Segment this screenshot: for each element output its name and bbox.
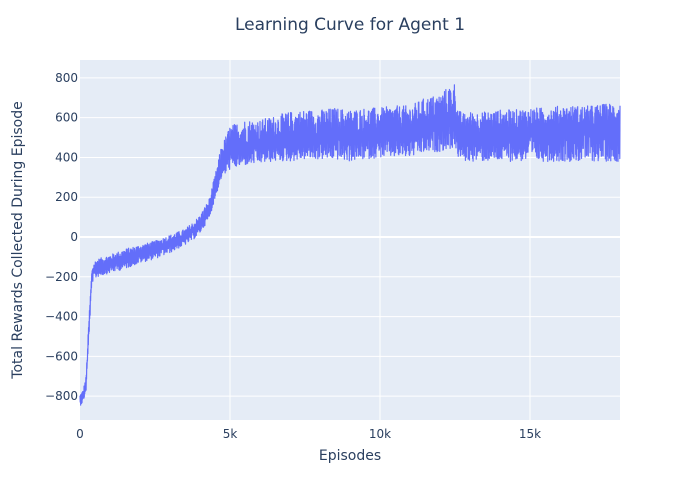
y-tick-label: −200 [45, 270, 78, 284]
x-tick-label: 15k [519, 427, 541, 441]
y-tick-label: 0 [70, 230, 78, 244]
y-tick-label: −400 [45, 310, 78, 324]
y-axis-ticks: 800 600 400 200 0 −200 −400 −600 −800 [45, 71, 78, 403]
y-tick-label: −800 [45, 389, 78, 403]
y-tick-label: −600 [45, 349, 78, 363]
y-tick-label: 600 [55, 111, 78, 125]
y-tick-label: 800 [55, 71, 78, 85]
y-tick-label: 400 [55, 150, 78, 164]
x-tick-label: 10k [369, 427, 391, 441]
x-tick-label: 0 [76, 427, 84, 441]
y-tick-label: 200 [55, 190, 78, 204]
series-layer [79, 84, 621, 406]
x-axis-title: Episodes [319, 448, 381, 464]
x-tick-label: 5k [223, 427, 238, 441]
x-axis-ticks: 0 5k 10k 15k [76, 427, 541, 441]
y-axis-title: Total Rewards Collected During Episode [10, 101, 26, 379]
chart-title: Learning Curve for Agent 1 [235, 15, 465, 35]
reward-series-line [79, 84, 621, 406]
